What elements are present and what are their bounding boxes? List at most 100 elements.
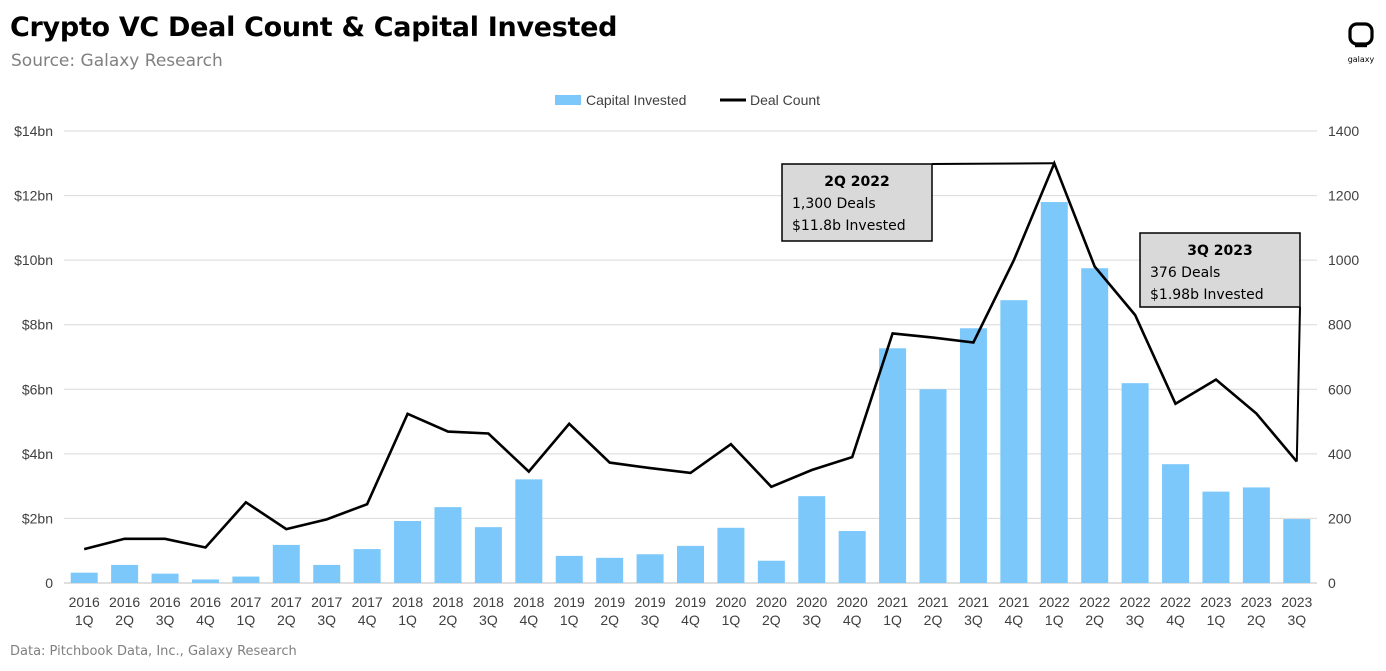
x-axis-tick-year: 2018 — [473, 594, 504, 610]
bar-capital-invested — [1242, 487, 1270, 583]
bar-capital-invested — [151, 573, 179, 583]
x-axis-tick-year: 2022 — [1039, 594, 1070, 610]
x-axis-tick-quarter: 4Q — [519, 612, 538, 628]
bar-capital-invested — [272, 544, 300, 583]
x-axis-tick-quarter: 4Q — [358, 612, 377, 628]
x-axis-tick-year: 2017 — [352, 594, 383, 610]
x-axis-tick-quarter: 3Q — [641, 612, 660, 628]
x-axis-tick-quarter: 3Q — [1287, 612, 1306, 628]
left-axis-tick-label: $6bn — [22, 381, 53, 397]
x-axis-tick-year: 2020 — [715, 594, 746, 610]
annotation-text: $11.8b Invested — [792, 218, 906, 234]
x-axis-tick-year: 2019 — [635, 594, 666, 610]
legend-swatch-capital-invested — [555, 95, 581, 105]
right-axis-tick-label: 200 — [1328, 510, 1352, 526]
x-axis-tick-quarter: 1Q — [560, 612, 579, 628]
x-axis-tick-year: 2023 — [1200, 594, 1231, 610]
x-axis-tick-year: 2020 — [796, 594, 827, 610]
x-axis-tick-quarter: 4Q — [196, 612, 215, 628]
bar-capital-invested — [555, 555, 583, 583]
x-axis-tick-quarter: 3Q — [964, 612, 983, 628]
right-axis-tick-label: 800 — [1328, 317, 1352, 333]
annotation-text: 376 Deals — [1150, 265, 1220, 281]
annotation-box — [781, 163, 933, 242]
x-axis-tick-year: 2019 — [594, 594, 625, 610]
x-axis-tick-quarter: 2Q — [439, 612, 458, 628]
x-axis-tick-year: 2016 — [190, 594, 221, 610]
bar-capital-invested — [232, 576, 260, 583]
x-axis-tick-quarter: 2Q — [1085, 612, 1104, 628]
x-axis-tick-year: 2020 — [756, 594, 787, 610]
x-axis-tick-quarter: 3Q — [802, 612, 821, 628]
bar-capital-invested — [515, 479, 543, 583]
bar-capital-invested — [879, 348, 907, 583]
right-axis-tick-label: 0 — [1328, 575, 1336, 591]
left-axis: 0 $2bn $4bn $6bn $8bn $10bn $12bn $14bn — [14, 123, 53, 591]
left-axis-tick-label: $10bn — [14, 252, 53, 268]
x-axis-tick-quarter: 1Q — [1045, 612, 1064, 628]
right-axis-tick-label: 600 — [1328, 381, 1352, 397]
x-axis-tick-year: 2021 — [877, 594, 908, 610]
x-axis-tick-year: 2022 — [1160, 594, 1191, 610]
left-axis-tick-label: $8bn — [22, 317, 53, 333]
x-axis-tick-year: 2022 — [1079, 594, 1110, 610]
x-axis-tick-quarter: 4Q — [1166, 612, 1185, 628]
galaxy-logo: galaxy — [1346, 22, 1376, 64]
x-axis-tick-year: 2022 — [1120, 594, 1151, 610]
annotation-text: 1,300 Deals — [792, 196, 876, 212]
bar-capital-invested — [636, 554, 664, 583]
left-axis-tick-label: $12bn — [14, 188, 53, 204]
x-axis-tick-quarter: 1Q — [398, 612, 417, 628]
bar-capital-invested — [70, 572, 98, 583]
x-axis-tick-quarter: 2Q — [277, 612, 296, 628]
bar-capital-invested — [677, 545, 704, 583]
x-axis-tick-year: 2019 — [675, 594, 706, 610]
x-axis-tick-quarter: 3Q — [479, 612, 498, 628]
bar-capital-invested — [919, 389, 947, 583]
bar-capital-invested — [798, 496, 826, 583]
x-axis-tick-quarter: 4Q — [681, 612, 700, 628]
x-axis-tick-quarter: 2Q — [924, 612, 943, 628]
bar-capital-invested — [1283, 519, 1311, 583]
page-title: Crypto VC Deal Count & Capital Invested — [10, 12, 618, 43]
x-axis-tick-quarter: 3Q — [1126, 612, 1145, 628]
right-axis-tick-label: 1200 — [1328, 188, 1359, 204]
x-axis-tick-quarter: 1Q — [883, 612, 902, 628]
x-axis-tick-quarter: 4Q — [1005, 612, 1024, 628]
x-axis-tick-year: 2021 — [917, 594, 948, 610]
x-axis-tick-year: 2023 — [1241, 594, 1272, 610]
right-axis-tick-label: 1400 — [1328, 123, 1359, 139]
annotation-box — [1139, 232, 1301, 308]
bar-capital-invested — [959, 328, 987, 583]
bar-capital-invested — [757, 560, 785, 583]
x-axis-tick-year: 2017 — [271, 594, 302, 610]
x-axis-tick-quarter: 4Q — [843, 612, 862, 628]
x-axis-tick-quarter: 2Q — [1247, 612, 1266, 628]
annotation-title: 3Q 2023 — [1187, 243, 1252, 259]
galaxy-logo-icon — [1348, 22, 1374, 48]
right-axis-tick-label: 1000 — [1328, 252, 1359, 268]
line-deal-count — [83, 159, 1298, 551]
right-axis-tick-label: 400 — [1328, 446, 1352, 462]
x-axis-tick-year: 2019 — [554, 594, 585, 610]
bar-capital-invested — [111, 564, 139, 583]
bar-capital-invested — [1202, 491, 1230, 583]
x-axis-tick-year: 2016 — [69, 594, 100, 610]
bar-capital-invested — [313, 564, 341, 583]
annotation-text: $1.98b Invested — [1150, 287, 1264, 303]
bar-series — [70, 202, 1311, 583]
logo-text: galaxy — [1347, 55, 1375, 64]
bar-capital-invested — [353, 549, 381, 583]
x-axis-tick-quarter: 1Q — [1207, 612, 1226, 628]
left-axis-tick-label: 0 — [45, 575, 53, 591]
x-axis-tick-year: 2017 — [311, 594, 342, 610]
x-axis-tick-year: 2017 — [230, 594, 261, 610]
bar-capital-invested — [474, 527, 502, 583]
left-axis-tick-label: $2bn — [22, 510, 53, 526]
x-axis-tick-year: 2016 — [149, 594, 180, 610]
x-axis-tick-year: 2018 — [392, 594, 423, 610]
right-axis: 0 200 400 600 800 1000 1200 1400 — [1328, 123, 1359, 591]
left-axis-tick-label: $14bn — [14, 123, 53, 139]
bar-capital-invested — [1081, 268, 1109, 583]
